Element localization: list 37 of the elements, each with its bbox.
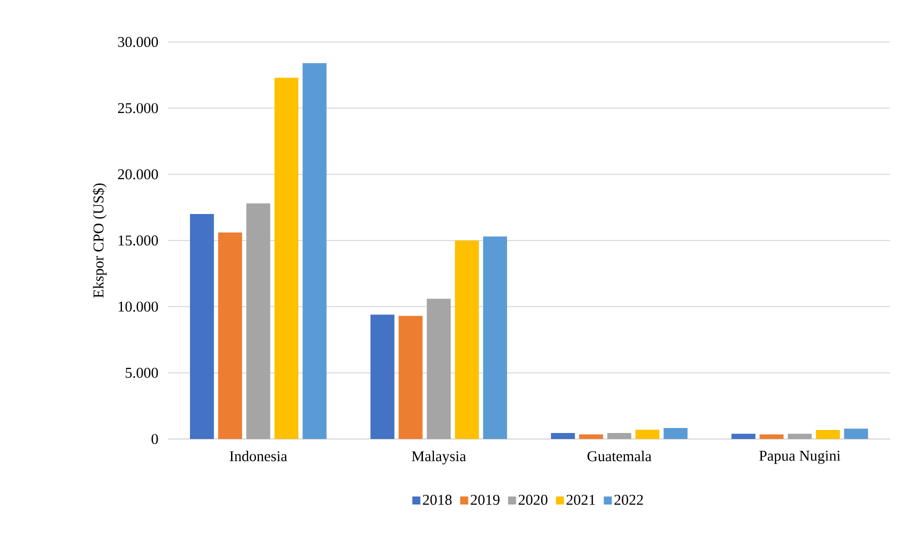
- legend-label: 2020: [518, 494, 548, 505]
- legend-label: 2021: [566, 494, 595, 505]
- y-tick-label: 10.000: [118, 302, 158, 312]
- x-tick-label: Malaysia: [412, 450, 466, 464]
- bar: [274, 78, 298, 439]
- bar: [816, 430, 840, 439]
- y-tick-label: 15.000: [118, 235, 158, 246]
- y-axis-title: Ekspor CPO (US$): [92, 183, 107, 298]
- bar: [483, 236, 508, 439]
- y-tick-label: 5.000: [126, 368, 158, 378]
- y-tick-label: 25.000: [118, 103, 158, 114]
- bar: [370, 314, 394, 439]
- legend-label: 2018: [422, 494, 452, 505]
- bar: [579, 434, 604, 439]
- x-tick-label: Indonesia: [230, 450, 288, 462]
- bar: [607, 433, 632, 439]
- y-tick-label: 30.000: [118, 36, 158, 48]
- y-tick-label: 20.000: [118, 169, 158, 180]
- legend-label: 2019: [470, 494, 500, 505]
- bar: [218, 232, 242, 439]
- bar: [731, 434, 756, 439]
- bar: [398, 316, 423, 439]
- bar: [760, 434, 784, 439]
- legend-label: 2022: [614, 494, 643, 505]
- bar: [302, 63, 327, 439]
- bar: [550, 433, 575, 439]
- x-tick-label: Guatemala: [588, 450, 652, 462]
- bar: [246, 203, 270, 439]
- bar: [426, 298, 451, 439]
- bar: [788, 434, 812, 439]
- bar: [190, 214, 214, 439]
- x-tick-label: Papua Nugini: [759, 450, 840, 464]
- bar: [454, 240, 479, 439]
- bar: [664, 428, 688, 439]
- bar: [635, 430, 660, 439]
- y-tick-label: 0: [152, 434, 158, 444]
- bar: [844, 428, 868, 439]
